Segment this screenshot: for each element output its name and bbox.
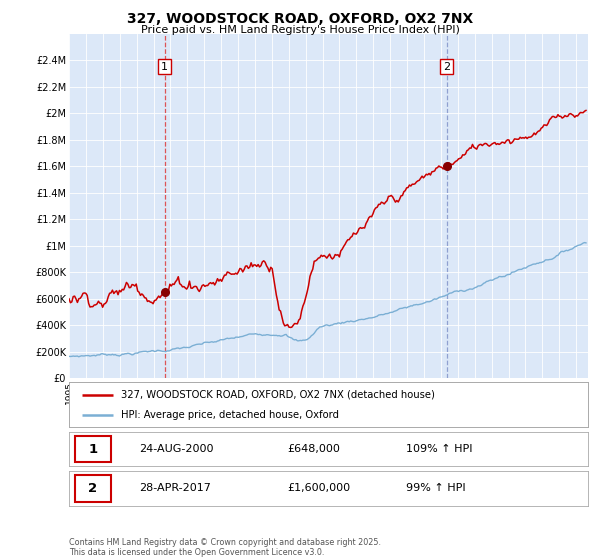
Text: 28-APR-2017: 28-APR-2017 bbox=[139, 483, 211, 493]
Text: 24-AUG-2000: 24-AUG-2000 bbox=[139, 444, 214, 454]
Text: £1,600,000: £1,600,000 bbox=[287, 483, 350, 493]
Text: 1: 1 bbox=[88, 442, 97, 456]
Text: 2: 2 bbox=[88, 482, 97, 495]
Text: HPI: Average price, detached house, Oxford: HPI: Average price, detached house, Oxfo… bbox=[121, 410, 339, 420]
Text: 327, WOODSTOCK ROAD, OXFORD, OX2 7NX: 327, WOODSTOCK ROAD, OXFORD, OX2 7NX bbox=[127, 12, 473, 26]
Text: Price paid vs. HM Land Registry's House Price Index (HPI): Price paid vs. HM Land Registry's House … bbox=[140, 25, 460, 35]
Text: £648,000: £648,000 bbox=[287, 444, 340, 454]
Text: 109% ↑ HPI: 109% ↑ HPI bbox=[406, 444, 473, 454]
Text: 99% ↑ HPI: 99% ↑ HPI bbox=[406, 483, 466, 493]
Text: 327, WOODSTOCK ROAD, OXFORD, OX2 7NX (detached house): 327, WOODSTOCK ROAD, OXFORD, OX2 7NX (de… bbox=[121, 390, 435, 400]
Text: 1: 1 bbox=[161, 62, 168, 72]
FancyBboxPatch shape bbox=[75, 475, 110, 502]
FancyBboxPatch shape bbox=[75, 436, 110, 463]
Text: 2: 2 bbox=[443, 62, 450, 72]
Text: Contains HM Land Registry data © Crown copyright and database right 2025.
This d: Contains HM Land Registry data © Crown c… bbox=[69, 538, 381, 557]
